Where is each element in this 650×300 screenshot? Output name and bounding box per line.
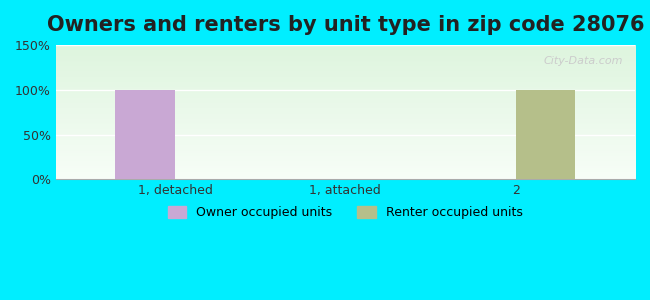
Text: City-Data.com: City-Data.com bbox=[544, 56, 623, 66]
Bar bbox=[115, 90, 175, 179]
Legend: Owner occupied units, Renter occupied units: Owner occupied units, Renter occupied un… bbox=[162, 201, 528, 224]
Bar bbox=[515, 90, 575, 179]
Title: Owners and renters by unit type in zip code 28076: Owners and renters by unit type in zip c… bbox=[47, 15, 644, 35]
